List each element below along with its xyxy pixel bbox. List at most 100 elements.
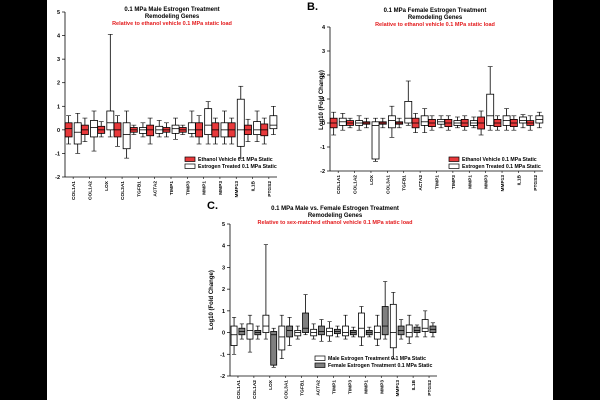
y-tick-label: -1 bbox=[320, 145, 325, 151]
box bbox=[278, 325, 286, 351]
box bbox=[358, 312, 365, 338]
x-tick-label: COL1A1 bbox=[236, 380, 242, 399]
box bbox=[64, 122, 73, 138]
chart-title-line2: Remodeling Genes bbox=[145, 14, 200, 20]
box bbox=[389, 303, 397, 349]
x-tick-label: COL1A1 bbox=[71, 181, 77, 200]
box bbox=[90, 120, 98, 138]
x-tick-label: TIMP3 bbox=[451, 175, 457, 189]
box bbox=[404, 101, 413, 124]
y-tick-label: 4 bbox=[222, 244, 226, 250]
panel-letter: C. bbox=[207, 200, 218, 212]
x-tick-label: TIMP1 bbox=[332, 380, 338, 394]
panel-letter: B. bbox=[307, 1, 318, 13]
x-tick-label: PTGS2 bbox=[533, 175, 539, 191]
box bbox=[146, 124, 155, 137]
x-tick-label: IL1B bbox=[516, 174, 522, 185]
y-tick-label: -1 bbox=[55, 151, 60, 157]
x-tick-label: MMP13 bbox=[395, 380, 401, 397]
x-tick-label: ACTA2 bbox=[153, 181, 159, 197]
box bbox=[326, 327, 334, 337]
chart-title: 0.1 MPa Male vs. Female Estrogen Treatme… bbox=[271, 206, 399, 212]
box bbox=[73, 122, 82, 145]
y-tick-label: 2 bbox=[222, 287, 225, 293]
y-tick-label: 3 bbox=[222, 265, 225, 271]
y-tick-label: 1 bbox=[222, 309, 225, 315]
x-tick-label: ACTA2 bbox=[316, 380, 322, 396]
y-tick-label: 5 bbox=[57, 10, 60, 16]
box bbox=[413, 326, 421, 333]
legend-label: Ethanol Vehicle 0.1 MPa Static bbox=[462, 157, 537, 163]
x-tick-label: IL1B bbox=[251, 180, 257, 191]
y-tick-label: 0 bbox=[222, 331, 225, 337]
legend-swatch bbox=[314, 362, 326, 368]
box bbox=[262, 314, 270, 333]
y-tick-label: 2 bbox=[57, 81, 60, 87]
x-tick-label: TIMP1 bbox=[435, 175, 441, 189]
box bbox=[139, 127, 147, 134]
box bbox=[204, 108, 213, 135]
x-tick-label: COL1A2 bbox=[252, 380, 258, 399]
x-tick-label: PTGS2 bbox=[267, 181, 273, 197]
box bbox=[519, 116, 527, 124]
x-tick-label: LOX bbox=[369, 174, 375, 185]
chart-title: 0.1 MPa Male Estrogen Treatment bbox=[124, 7, 219, 13]
x-tick-label: MMP1 bbox=[202, 181, 208, 195]
y-tick-label: 1 bbox=[322, 97, 325, 103]
y-tick-label: 1 bbox=[57, 104, 60, 110]
y-tick-label: 5 bbox=[222, 222, 225, 228]
box bbox=[486, 93, 495, 126]
box bbox=[171, 124, 180, 134]
y-tick-label: 3 bbox=[57, 57, 60, 63]
box bbox=[302, 312, 309, 333]
x-tick-label: TIMP3 bbox=[347, 380, 353, 394]
chart-panel-2: B. 0.1 MPa Female Estrogen TreatmentRemod… bbox=[307, 1, 544, 194]
x-tick-label: PTGS2 bbox=[427, 380, 433, 396]
x-tick-label: MMP3 bbox=[484, 175, 490, 189]
x-tick-label: MMP1 bbox=[467, 175, 473, 189]
legend-label: Male Estrogen Treatment 0.1 MPa Static bbox=[328, 356, 426, 362]
y-tick-label: 4 bbox=[322, 25, 326, 31]
legend-label: Estrogen Treated 0.1 MPa Static bbox=[462, 164, 541, 170]
box bbox=[342, 325, 349, 337]
y-tick-label: -2 bbox=[320, 169, 325, 175]
box bbox=[405, 324, 413, 338]
y-tick-label: 4 bbox=[57, 34, 61, 40]
x-tick-label: TIMP1 bbox=[169, 181, 175, 195]
box bbox=[246, 323, 254, 340]
chart-subtitle: Relative to ethanol vehicle 0.1 MPa stat… bbox=[375, 22, 495, 28]
x-tick-label: MMP13 bbox=[500, 175, 506, 192]
x-tick-label: COL1A2 bbox=[87, 181, 93, 200]
y-tick-label: -2 bbox=[220, 374, 225, 380]
legend-swatch bbox=[314, 355, 326, 361]
x-tick-label: TGFB1 bbox=[402, 175, 408, 191]
legend-label: Estrogen Treated 0.1 MPa Static bbox=[198, 164, 277, 170]
x-tick-label: TGFB1 bbox=[300, 380, 306, 396]
box bbox=[294, 329, 302, 337]
legend-label: Female Estrogen Treatment 0.1 MPa Static bbox=[328, 363, 432, 369]
box bbox=[106, 110, 115, 131]
figure-svg: 0.1 MPa Male Estrogen TreatmentRemodelin… bbox=[55, 1, 544, 399]
box bbox=[318, 325, 325, 336]
legend-label: Ethanol Vehicle 0.1 MPa Static bbox=[198, 157, 273, 163]
box bbox=[371, 121, 380, 160]
x-tick-label: MMP3 bbox=[218, 181, 224, 195]
figure: 0.1 MPa Male Estrogen Treatment Remodelin… bbox=[47, 0, 553, 400]
y-tick-label: 0 bbox=[57, 128, 60, 134]
x-tick-label: MMP3 bbox=[379, 380, 385, 394]
box bbox=[270, 331, 278, 366]
box bbox=[187, 122, 196, 134]
x-tick-label: TGFB1 bbox=[136, 181, 142, 197]
x-tick-label: MMP1 bbox=[363, 380, 369, 394]
box bbox=[122, 122, 131, 150]
x-tick-label: ACTA2 bbox=[418, 175, 424, 191]
x-tick-label: COL1A2 bbox=[353, 175, 359, 194]
box bbox=[253, 121, 261, 135]
y-tick-label: -2 bbox=[55, 175, 60, 181]
y-axis-label: Log10 (Fold Change) bbox=[209, 270, 215, 330]
x-tick-label: LOX bbox=[104, 180, 110, 191]
x-tick-label: COL3A1 bbox=[284, 380, 290, 399]
y-tick-label: -1 bbox=[220, 352, 225, 358]
x-tick-label: COL1A1 bbox=[336, 175, 342, 194]
legend-swatch bbox=[448, 156, 460, 162]
